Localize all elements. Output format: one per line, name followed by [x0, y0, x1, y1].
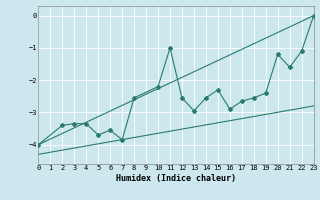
X-axis label: Humidex (Indice chaleur): Humidex (Indice chaleur): [116, 174, 236, 183]
